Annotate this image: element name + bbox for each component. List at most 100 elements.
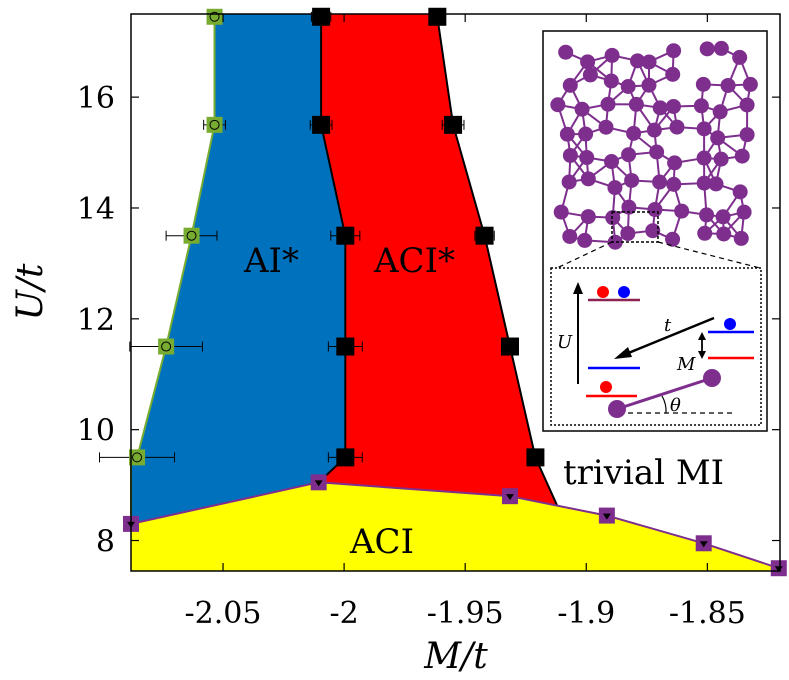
graph-node [603,73,619,89]
graph-node [713,40,729,56]
splitting-arrowhead-up-icon [698,332,706,340]
graph-node [742,76,758,92]
graph-node [697,225,713,241]
graph-node [579,150,595,166]
data-point-green [129,449,146,466]
graph-node [641,54,657,70]
graph-node [559,126,575,142]
graph-node [600,96,616,112]
graph-node [550,97,566,113]
x-axis-label: M/t [423,636,488,677]
region-label-aci: ACI [349,522,414,562]
region-aci-star [318,14,558,506]
inset-label-t: t [664,315,672,336]
data-point-black [500,337,519,356]
inset-panel: U t M θ [542,30,768,432]
graph-node [561,174,577,190]
graph-node [666,176,682,192]
graph-node [739,127,755,143]
graph-node [604,154,620,170]
graph-node [693,98,709,114]
graph-node [620,225,636,241]
graph-node [641,77,657,93]
graph-node [624,172,640,188]
graph-node [647,202,663,218]
marker-layer [123,7,787,577]
region-aci [131,482,780,571]
x-tick-label: -2.05 [185,596,262,631]
hopping-arrow [625,316,715,356]
region-label-trivial-mi: trivial MI [563,453,724,493]
data-point-green-inner [209,119,220,130]
graph-node [710,130,726,146]
data-point-purple-triangle [774,566,783,573]
data-point-black [336,448,355,467]
data-point-green [206,116,223,133]
tick-layer: -2.05 -2 -1.95 -1.9 -1.85 8 10 12 14 16 [77,14,780,631]
graph-node [716,226,732,242]
splitting-arrowhead-down-icon [698,351,706,359]
graph-node [695,76,711,92]
graph-node [580,209,596,225]
graph-node [604,47,620,63]
data-point-green-inner [209,11,220,22]
graph-node [712,104,728,120]
bond-site-left [608,400,626,418]
graph-node [646,122,662,138]
graph-node [665,98,681,114]
y-tick-label: 10 [77,414,115,449]
data-point-black [475,226,494,245]
data-point-black [312,115,331,134]
y-tick-label: 12 [77,303,115,338]
electron-blue-top [618,286,630,298]
graph-node [574,101,590,117]
graph-node [630,53,646,69]
graph-node [708,176,724,192]
data-point-black [336,337,355,356]
graph-node [578,126,594,142]
inset-label-m: M [676,354,696,375]
region-label-ai-star: AI* [243,241,299,281]
region-label-aci-star: ACI* [373,241,455,281]
graph-node [732,49,748,65]
graph-node [739,97,755,113]
graph-node [580,54,596,70]
x-tick-label: -2 [329,596,358,631]
graph-node [553,204,569,220]
graph-node [696,121,712,137]
graph-node [645,223,661,239]
graph-node [667,155,683,171]
graph-node [562,77,578,93]
graph-node [562,228,578,244]
electron-red-bottom [600,381,612,393]
y-tick-label: 14 [77,192,115,227]
inset-label-u: U [557,332,573,353]
angle-arc [661,395,667,414]
graph-node [607,180,623,196]
graph-node [699,41,715,57]
electron-blue-right [724,318,736,330]
graph-node [734,148,750,164]
data-point-black [444,115,463,134]
graph-node [696,150,712,166]
data-point-purple-triangle [602,513,611,520]
graph-node [577,232,593,248]
graph-node [621,199,637,215]
data-point-purple-triangle [505,494,514,501]
boundary-aci [130,481,780,570]
graph-node [607,234,623,250]
data-point-green-inner [186,230,197,241]
graph-node [665,231,681,247]
graph-node [580,171,596,187]
graph-node [665,66,681,82]
graph-node [713,151,729,167]
x-tick-label: -1.95 [427,596,504,631]
data-point-purple-triangle [699,541,708,548]
zoom-line-left [556,241,613,269]
data-point-black [312,7,331,26]
y-tick-label: 8 [96,525,115,560]
graph-node [628,96,644,112]
zoom-box [611,211,659,243]
graph-node [699,207,715,223]
